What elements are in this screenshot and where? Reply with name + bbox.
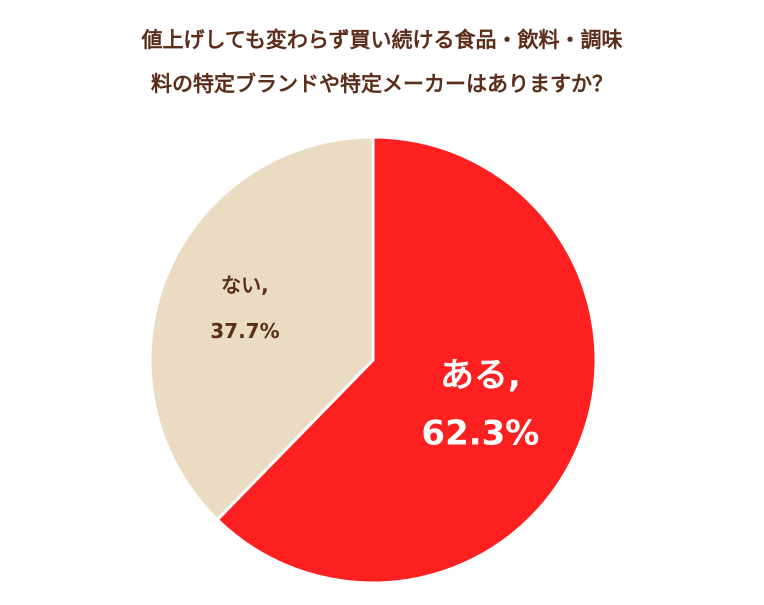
slice-aru-label: ある, (440, 356, 521, 396)
slice-nai-value: 37.7% (210, 319, 279, 343)
chart-title-line-1: 値上げしても変わらず買い続ける食品・飲料・調味 (141, 28, 623, 52)
chart-title-line-2: 料の特定ブランドや特定メーカーはありますか？ (151, 72, 613, 96)
slice-aru-value: 62.3% (421, 414, 539, 454)
slice-nai-label: ない, (221, 273, 269, 297)
pie-labels: ある, 62.3% ない, 37.7% (210, 273, 539, 454)
chart-title: 値上げしても変わらず買い続ける食品・飲料・調味 料の特定ブランドや特定メーカーは… (0, 18, 764, 106)
slice-nai (148, 135, 375, 522)
pie-slices (148, 135, 598, 585)
slice-aru (215, 135, 598, 585)
